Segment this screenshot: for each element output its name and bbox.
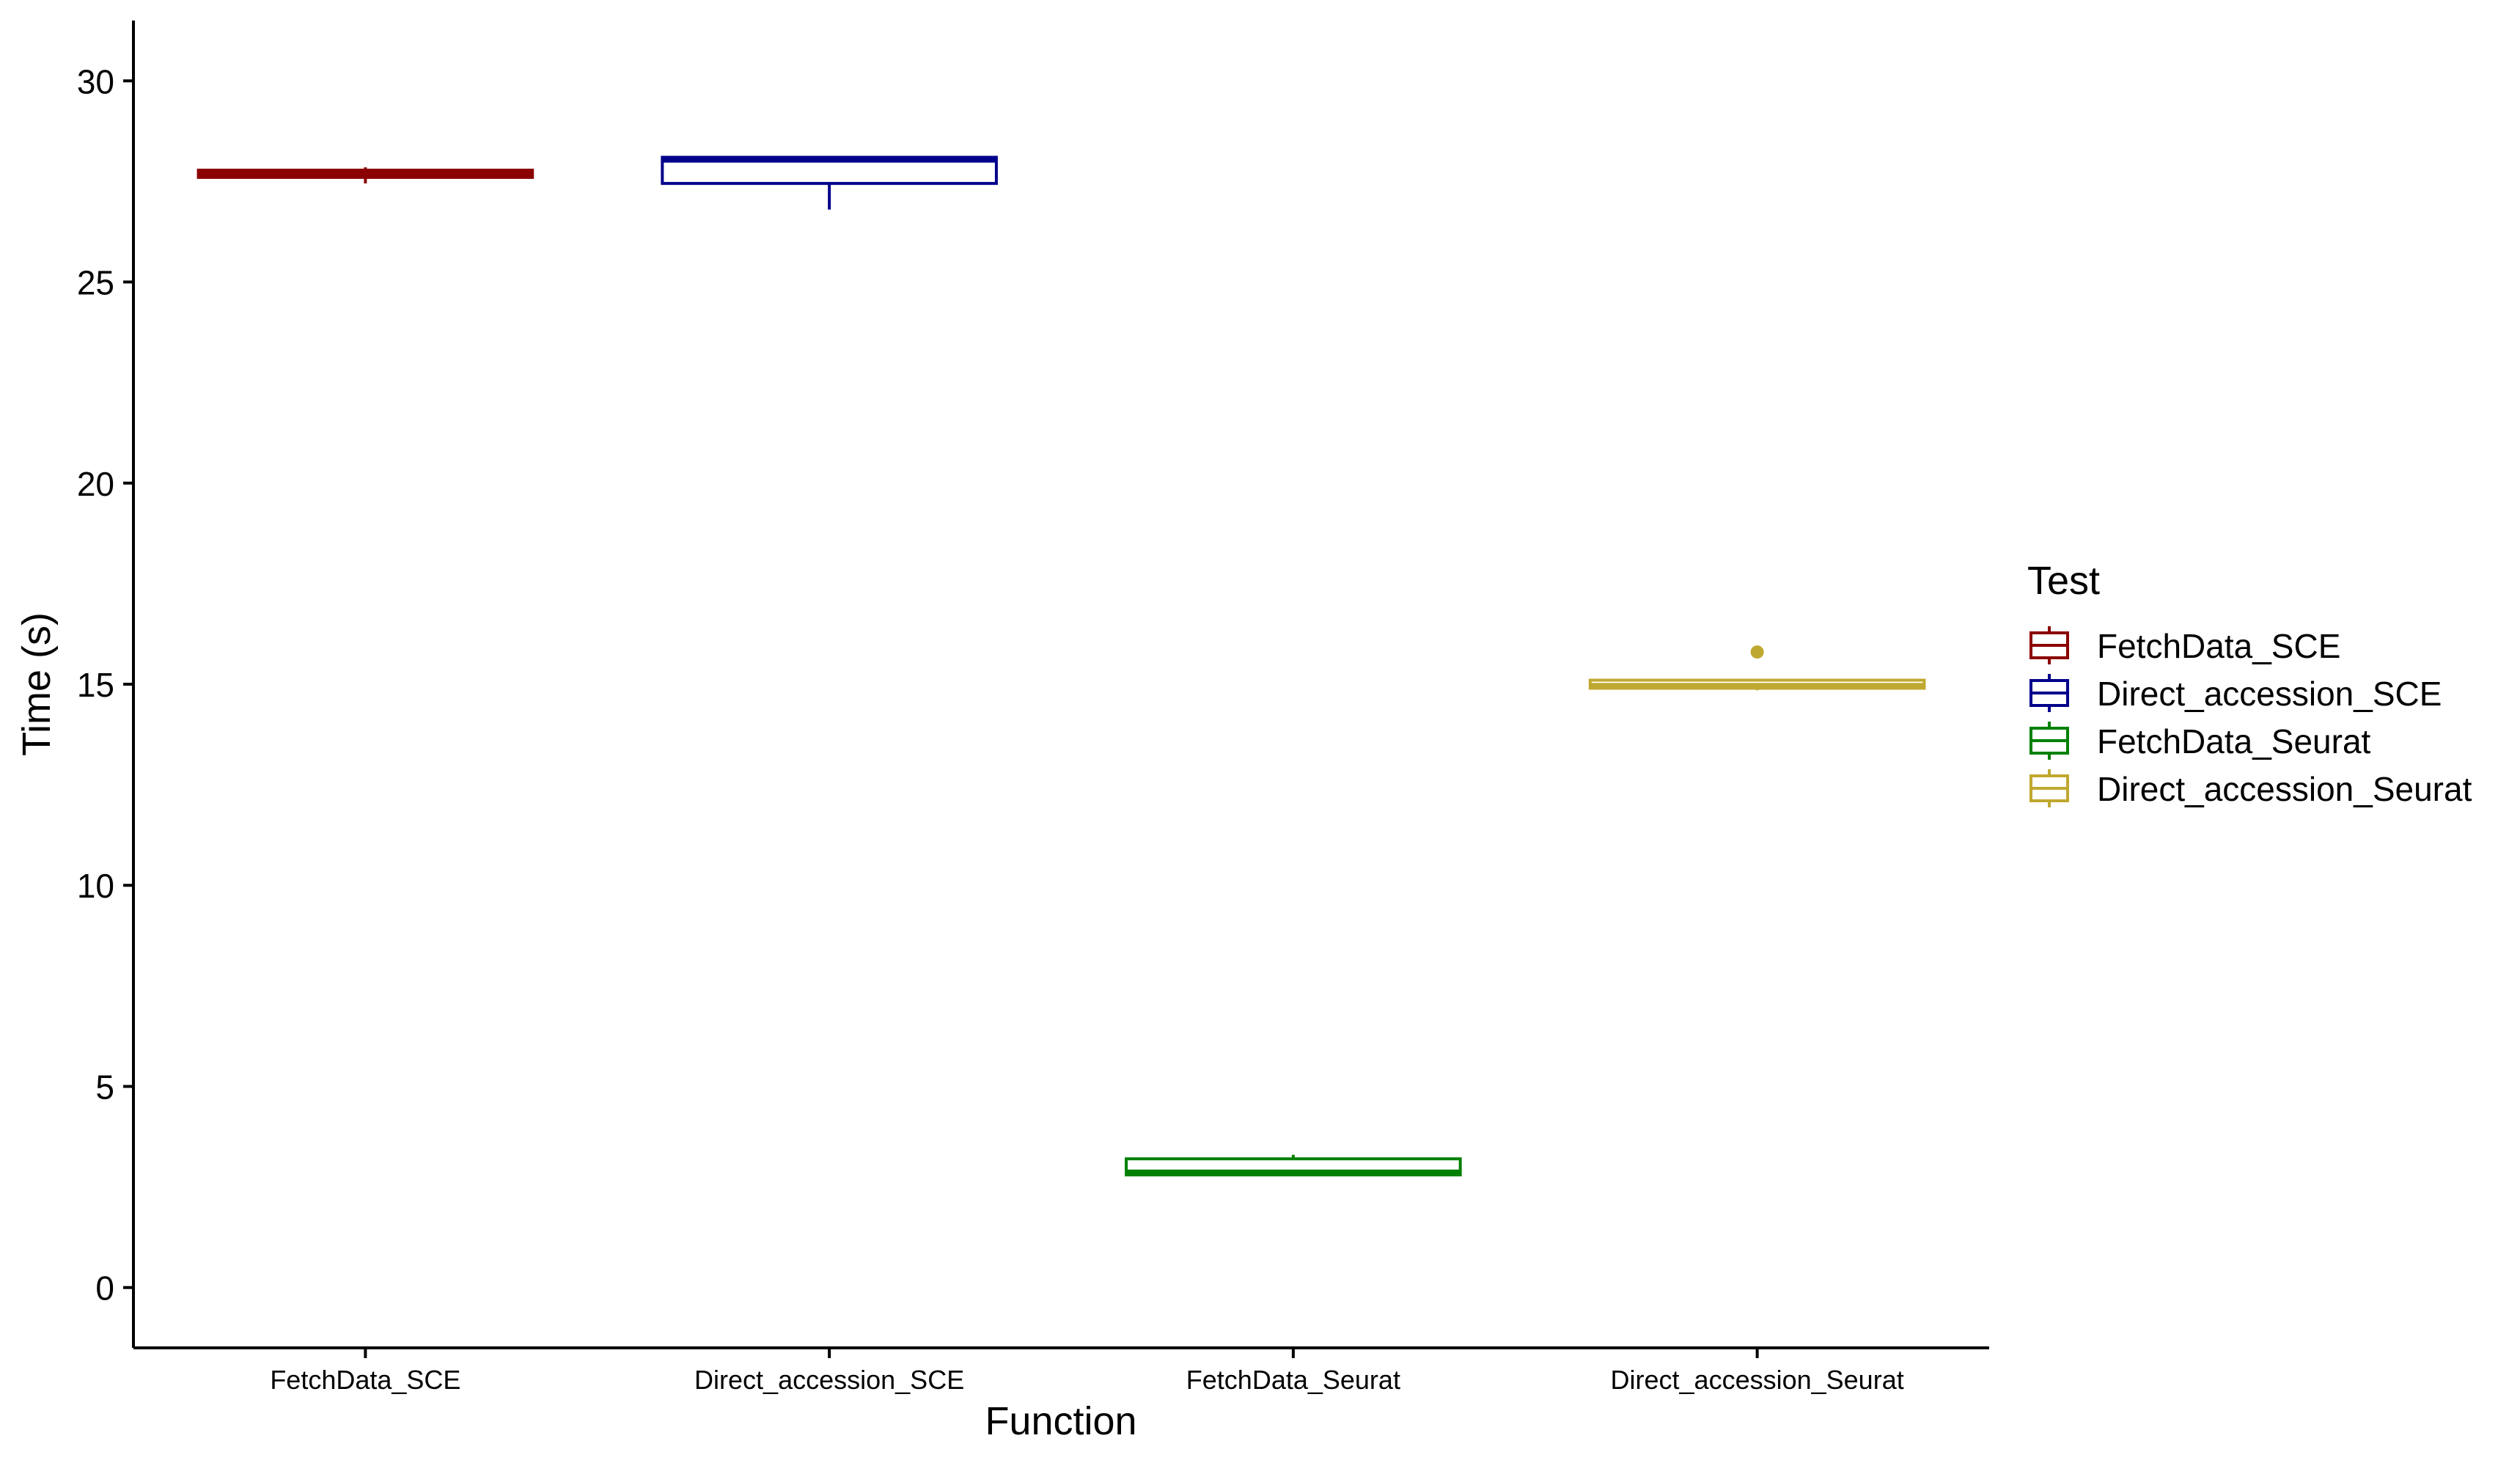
y-tick-label: 10	[77, 867, 114, 905]
legend-item: Direct_accession_Seurat	[2029, 769, 2472, 808]
x-tick-label: Direct_accession_SCE	[694, 1365, 964, 1395]
y-axis-title: Time (s)	[15, 612, 59, 756]
legend-label: Direct_accession_SCE	[2097, 675, 2442, 713]
legend-item: FetchData_Seurat	[2029, 722, 2371, 760]
box-direct-accession-seurat	[1588, 645, 1926, 691]
y-axis-ticks: 0 5 10 15 20 25 30	[77, 62, 133, 1308]
legend-item: Direct_accession_SCE	[2029, 674, 2442, 713]
x-axis-ticks: FetchData_SCE Direct_accession_SCE FetchDa…	[270, 1348, 1904, 1395]
legend-title: Test	[2027, 559, 2100, 603]
legend-label: FetchData_SCE	[2097, 627, 2340, 665]
legend-item: FetchData_SCE	[2029, 626, 2340, 665]
x-tick-label: FetchData_SCE	[270, 1365, 460, 1395]
box-direct-accession-sce	[661, 155, 998, 210]
outlier-point	[1750, 645, 1764, 659]
y-tick-label: 0	[95, 1269, 114, 1308]
y-tick-label: 30	[77, 62, 114, 100]
legend-items: FetchData_SCE Direct_accession_SCE FetchDa…	[2029, 626, 2472, 808]
y-tick-label: 15	[77, 666, 114, 704]
x-tick-label: Direct_accession_Seurat	[1611, 1365, 1904, 1395]
y-tick-label: 5	[95, 1068, 114, 1106]
legend-label: Direct_accession_Seurat	[2097, 770, 2472, 808]
box-series-group	[196, 155, 1926, 1177]
x-axis-title: Function	[985, 1399, 1136, 1443]
y-tick-label: 25	[77, 264, 114, 302]
x-tick-label: FetchData_Seurat	[1186, 1365, 1400, 1395]
legend-label: FetchData_Seurat	[2097, 722, 2371, 760]
box-fetchdata-sce	[196, 167, 535, 184]
legend: Test FetchData_SCEDirect_accession_SCEFe…	[2027, 559, 2472, 808]
box-fetchdata-seurat	[1125, 1154, 1462, 1177]
y-tick-label: 20	[77, 465, 114, 503]
